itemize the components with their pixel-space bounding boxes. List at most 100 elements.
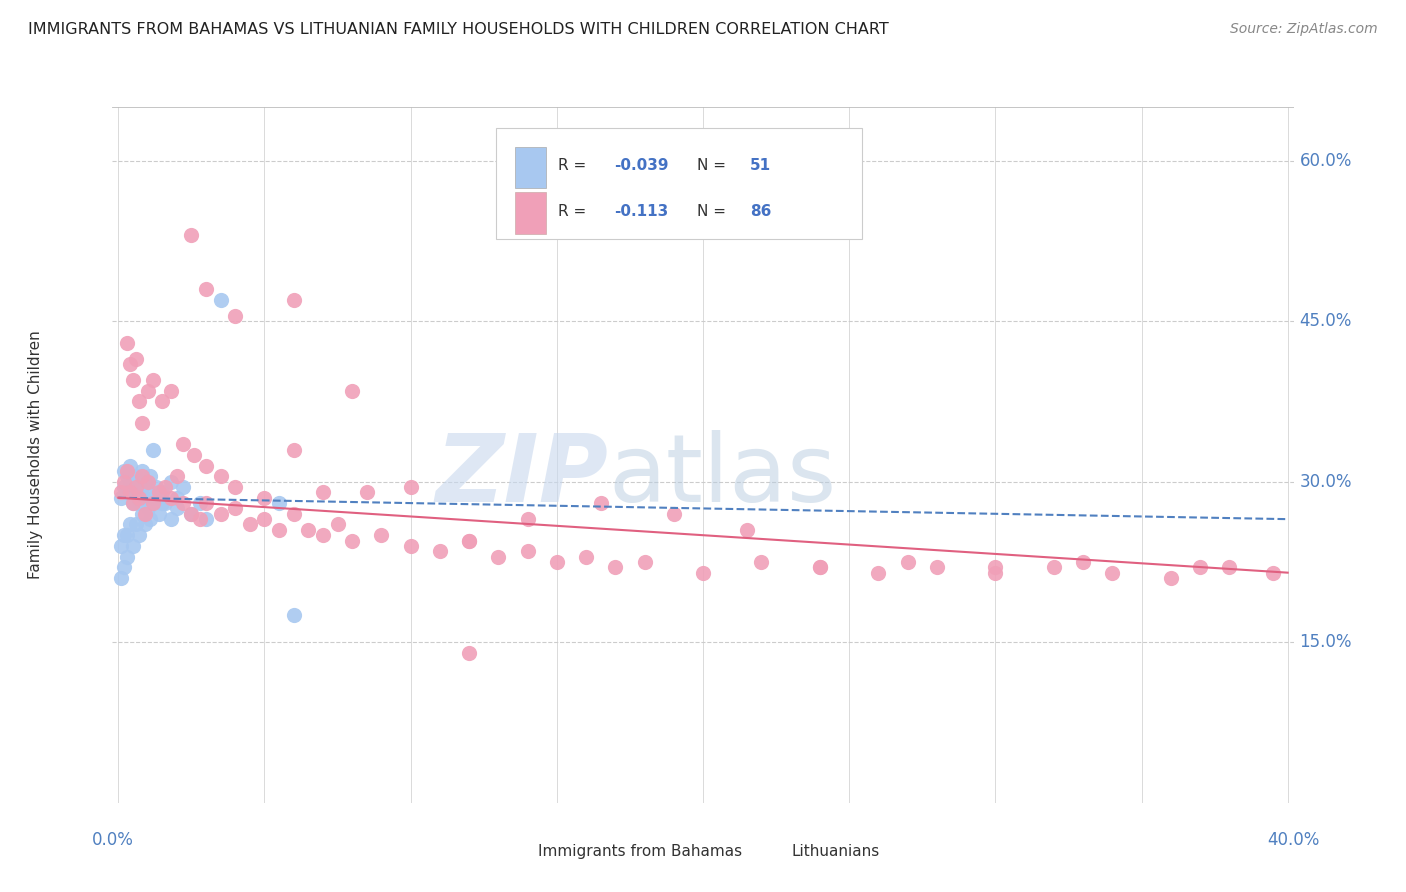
Point (925, 560, 948, 574)
Point (253, 512, 276, 526)
Point (142, 442, 165, 457)
Point (589, 496, 612, 510)
Point (112, 475, 135, 489)
Point (115, 528, 138, 542)
Point (662, 507, 685, 521)
Point (128, 475, 150, 489)
Point (122, 496, 145, 510)
Text: Family Households with Children: Family Households with Children (28, 331, 44, 579)
Point (1043, 560, 1066, 574)
Point (984, 560, 1007, 574)
Point (312, 528, 335, 542)
Point (692, 566, 714, 580)
Point (1261, 566, 1284, 580)
Point (1218, 560, 1240, 574)
Point (136, 485, 159, 500)
FancyBboxPatch shape (515, 146, 546, 187)
Point (148, 485, 170, 500)
Point (122, 480, 145, 494)
Point (516, 544, 538, 558)
Text: 30.0%: 30.0% (1299, 473, 1353, 491)
Point (188, 512, 211, 526)
Point (283, 507, 305, 521)
Point (128, 394, 150, 409)
Point (115, 464, 138, 478)
Point (128, 528, 150, 542)
Text: R =: R = (558, 203, 596, 219)
Point (172, 437, 194, 451)
Text: ZIP: ZIP (436, 430, 609, 522)
Text: -0.039: -0.039 (614, 158, 669, 173)
Point (136, 475, 159, 489)
Point (224, 480, 246, 494)
Point (340, 384, 363, 398)
Point (136, 501, 159, 516)
Point (172, 496, 194, 510)
Point (110, 539, 132, 553)
Point (134, 517, 156, 532)
Point (172, 480, 194, 494)
Text: N =: N = (697, 158, 731, 173)
Point (134, 475, 156, 489)
Point (269, 496, 291, 510)
Point (486, 549, 509, 564)
Point (136, 384, 159, 398)
Point (153, 496, 176, 510)
Point (735, 523, 758, 537)
Text: IMMIGRANTS FROM BAHAMAS VS LITHUANIAN FAMILY HOUSEHOLDS WITH CHILDREN CORRELATIO: IMMIGRANTS FROM BAHAMAS VS LITHUANIAN FA… (28, 22, 889, 37)
Point (897, 555, 920, 569)
Text: atlas: atlas (609, 430, 837, 522)
Point (195, 512, 218, 526)
Point (150, 394, 173, 409)
Point (399, 480, 422, 494)
Point (1101, 566, 1123, 580)
Point (633, 555, 655, 569)
Point (125, 485, 148, 500)
Text: 60.0%: 60.0% (1299, 152, 1351, 169)
Point (139, 512, 162, 526)
Point (458, 533, 481, 548)
Text: Source: ZipAtlas.com: Source: ZipAtlas.com (1230, 22, 1378, 37)
Point (122, 539, 145, 553)
Point (160, 512, 183, 526)
Point (340, 533, 363, 548)
Text: 51: 51 (751, 158, 772, 173)
Point (516, 512, 538, 526)
Point (118, 517, 141, 532)
Point (546, 555, 568, 569)
Point (112, 464, 135, 478)
Text: 0.0%: 0.0% (91, 830, 134, 848)
Point (112, 528, 135, 542)
Point (195, 496, 218, 510)
Point (153, 480, 176, 494)
Point (142, 491, 165, 505)
Point (283, 293, 305, 307)
Point (984, 566, 1007, 580)
Point (115, 485, 138, 500)
Point (458, 533, 481, 548)
Point (605, 560, 627, 574)
Point (142, 373, 165, 387)
Point (195, 458, 218, 473)
Point (269, 523, 291, 537)
Point (131, 469, 153, 483)
Point (112, 560, 135, 574)
Text: 40.0%: 40.0% (1267, 830, 1320, 848)
Point (166, 469, 188, 483)
Point (808, 560, 831, 574)
Text: 86: 86 (751, 203, 772, 219)
Point (131, 507, 153, 521)
Point (209, 293, 232, 307)
Point (125, 517, 148, 532)
FancyBboxPatch shape (496, 128, 862, 239)
Point (150, 496, 173, 510)
Point (134, 507, 156, 521)
Text: Immigrants from Bahamas: Immigrants from Bahamas (537, 844, 742, 859)
Point (326, 517, 349, 532)
Point (166, 501, 188, 516)
Point (868, 566, 890, 580)
Point (312, 485, 335, 500)
Text: 15.0%: 15.0% (1299, 633, 1353, 651)
Point (110, 571, 132, 585)
Point (297, 523, 319, 537)
